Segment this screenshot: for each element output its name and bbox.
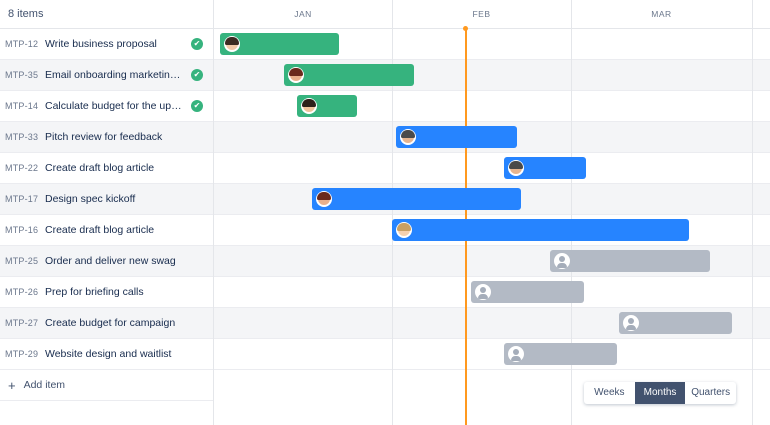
issue-summary: Create draft blog article bbox=[45, 162, 155, 174]
timescale-weeks[interactable]: Weeks bbox=[594, 387, 625, 398]
unassigned-avatar-icon bbox=[554, 253, 570, 269]
timescale-quarters[interactable]: Quarters bbox=[691, 387, 731, 398]
issue-row[interactable]: MTP-27 Create budget for campaign bbox=[0, 308, 213, 339]
add-item-label: Add item bbox=[23, 379, 66, 391]
issue-summary: Calculate budget for the upc... bbox=[45, 100, 182, 112]
issue-summary: Email onboarding marketing... bbox=[45, 69, 182, 81]
month-divider bbox=[752, 0, 753, 425]
issue-key: MTP-29 bbox=[5, 349, 39, 359]
issue-key: MTP-33 bbox=[5, 132, 39, 142]
schedule-bar[interactable] bbox=[220, 33, 339, 55]
issue-summary: Website design and waitlist bbox=[45, 348, 172, 360]
unassigned-avatar-icon bbox=[623, 315, 639, 331]
schedule-bar[interactable] bbox=[312, 188, 521, 210]
issue-key: MTP-25 bbox=[5, 256, 39, 266]
issue-key: MTP-27 bbox=[5, 318, 39, 328]
month-header-next bbox=[752, 0, 770, 29]
schedule-bar[interactable] bbox=[471, 281, 584, 303]
issue-key: MTP-26 bbox=[5, 287, 39, 297]
issue-row[interactable]: MTP-17 Design spec kickoff bbox=[0, 184, 213, 215]
month-header-feb: FEB bbox=[392, 0, 571, 29]
assignee-avatar bbox=[301, 98, 317, 114]
schedule-bar[interactable] bbox=[504, 343, 617, 365]
unassigned-avatar-icon bbox=[475, 284, 491, 300]
issue-summary: Create budget for campaign bbox=[45, 317, 176, 329]
done-check-icon: ✔ bbox=[191, 69, 203, 81]
month-divider bbox=[392, 0, 393, 425]
issue-summary: Pitch review for feedback bbox=[45, 131, 163, 143]
issue-summary: Prep for briefing calls bbox=[45, 286, 144, 298]
issue-key: MTP-16 bbox=[5, 225, 39, 235]
issue-list-panel: 8 items MTP-12 Write business proposal ✔ MT… bbox=[0, 0, 214, 425]
timeline-row bbox=[214, 277, 770, 308]
issue-summary: Design spec kickoff bbox=[45, 193, 136, 205]
issue-row[interactable]: MTP-26 Prep for briefing calls bbox=[0, 277, 213, 308]
issue-summary: Order and deliver new swag bbox=[45, 255, 176, 267]
done-check-icon: ✔ bbox=[191, 38, 203, 50]
schedule-bar[interactable] bbox=[396, 126, 517, 148]
assignee-avatar bbox=[316, 191, 332, 207]
issue-key: MTP-35 bbox=[5, 70, 39, 80]
timescale-switcher: Weeks Months Quarters bbox=[584, 382, 736, 404]
timeline-grid: JAN FEB MAR bbox=[214, 0, 770, 425]
issue-row[interactable]: MTP-16 Create draft blog article bbox=[0, 215, 213, 246]
month-header-mar: MAR bbox=[571, 0, 752, 29]
timeline-row bbox=[214, 215, 770, 246]
issue-row[interactable]: MTP-14 Calculate budget for the upc... ✔ bbox=[0, 91, 213, 122]
unassigned-avatar-icon bbox=[508, 346, 524, 362]
timescale-months[interactable]: Months bbox=[634, 382, 686, 404]
issue-row[interactable]: MTP-12 Write business proposal ✔ bbox=[0, 29, 213, 60]
assignee-avatar bbox=[396, 222, 412, 238]
done-check-icon: ✔ bbox=[191, 100, 203, 112]
assignee-avatar bbox=[508, 160, 524, 176]
schedule-bar[interactable] bbox=[297, 95, 357, 117]
plus-icon: + bbox=[8, 377, 16, 393]
issue-key: MTP-17 bbox=[5, 194, 39, 204]
timeline-row bbox=[214, 153, 770, 184]
month-divider bbox=[571, 0, 572, 425]
issue-row[interactable]: MTP-22 Create draft blog article bbox=[0, 153, 213, 184]
issue-key: MTP-12 bbox=[5, 39, 39, 49]
schedule-bar[interactable] bbox=[504, 157, 586, 179]
issue-row[interactable]: MTP-35 Email onboarding marketing... ✔ bbox=[0, 60, 213, 91]
assignee-avatar bbox=[400, 129, 416, 145]
schedule-bar[interactable] bbox=[392, 219, 689, 241]
timeline-row bbox=[214, 29, 770, 60]
assignee-avatar bbox=[224, 36, 240, 52]
assignee-avatar bbox=[288, 67, 304, 83]
timeline-row bbox=[214, 339, 770, 370]
issue-key: MTP-14 bbox=[5, 101, 39, 111]
issue-row[interactable]: MTP-25 Order and deliver new swag bbox=[0, 246, 213, 277]
add-item-button[interactable]: + Add item bbox=[0, 370, 213, 401]
issue-summary: Create draft blog article bbox=[45, 224, 155, 236]
schedule-bar[interactable] bbox=[619, 312, 732, 334]
items-count: 8 items bbox=[0, 0, 213, 29]
schedule-bar[interactable] bbox=[550, 250, 710, 272]
issue-summary: Write business proposal bbox=[45, 38, 157, 50]
timeline-row bbox=[214, 91, 770, 122]
schedule-bar[interactable] bbox=[284, 64, 414, 86]
issue-row[interactable]: MTP-33 Pitch review for feedback bbox=[0, 122, 213, 153]
issue-key: MTP-22 bbox=[5, 163, 39, 173]
month-header-jan: JAN bbox=[214, 0, 392, 29]
issue-row[interactable]: MTP-29 Website design and waitlist bbox=[0, 339, 213, 370]
